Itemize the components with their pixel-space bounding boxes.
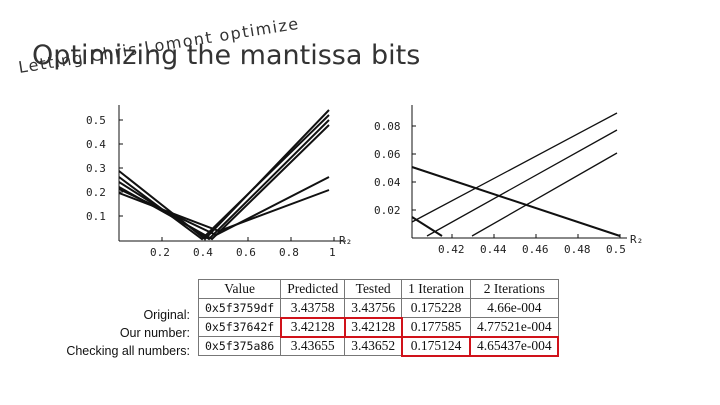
right-plot-y-tick: 0.02 (374, 204, 401, 217)
right-plot-x-tick: 0.44 (480, 243, 507, 256)
left-plot-curve (118, 114, 330, 241)
row-label-our-number: Our number: (119, 326, 190, 340)
table-row: 0x5f3759df 3.43758 3.43756 0.175228 4.66… (197, 298, 559, 318)
left-plot-x-tick: 1 (329, 246, 336, 259)
left-plot-curve (118, 109, 330, 241)
table-cell: 4.66e-004 (469, 298, 559, 318)
table-header-row: Value Predicted Tested 1 Iteration 2 Ite… (197, 279, 559, 299)
left-plot-x-tick: 0.6 (236, 246, 256, 259)
left-plot: 0.1 0.2 0.3 0.4 0.5 0.2 0.4 0.6 0.8 1 R₂ (84, 105, 369, 269)
right-plot-curve (426, 129, 618, 237)
left-plot-x-tick: 0.8 (279, 246, 299, 259)
right-plot-curve (471, 152, 618, 237)
right-plot: 0.02 0.04 0.06 0.08 0.42 0.44 0.46 0.48 … (372, 105, 662, 269)
table-cell-highlighted: 3.42128 (343, 316, 403, 338)
col-header-tested: Tested (344, 279, 403, 299)
right-plot-x-label: R₂ (630, 233, 643, 246)
left-plot-y-tick: 0.1 (86, 210, 106, 223)
right-plot-x-tick: 0.46 (522, 243, 549, 256)
left-plot-y-tick: 0.2 (86, 186, 106, 199)
left-plot-x-tick: 0.2 (150, 246, 170, 259)
right-plot-y-tick: 0.06 (374, 148, 401, 161)
table-cell: 0x5f3759df (197, 298, 282, 318)
right-plot-curve (411, 216, 443, 237)
col-header-value: Value (197, 279, 282, 299)
table-cell: 0.177585 (401, 317, 471, 337)
table-cell: 0.175228 (401, 298, 471, 318)
table-row: 0x5f375a86 3.43655 3.43652 0.175124 4.65… (197, 335, 560, 357)
right-plot-x-tick: 0.42 (438, 243, 465, 256)
right-plot-x-tick: 0.48 (564, 243, 591, 256)
row-labels: Original: Our number: Checking all numbe… (20, 306, 190, 360)
table-cell-highlighted: 0.175124 (400, 335, 472, 357)
results-table: Value Predicted Tested 1 Iteration 2 Ite… (197, 279, 560, 357)
table-cell: 0x5f37642f (197, 317, 282, 337)
col-header-predicted: Predicted (280, 279, 346, 299)
left-plot-y-tick: 0.4 (86, 138, 106, 151)
table-cell-highlighted: 4.65437e-004 (469, 335, 560, 357)
left-plot-x-tick: 0.4 (193, 246, 213, 259)
right-plot-curve (411, 166, 621, 237)
slide-title: Optimizing the mantissa bits (32, 40, 421, 71)
table-cell: 3.43655 (280, 336, 346, 356)
col-header-2-iterations: 2 Iterations (469, 279, 559, 299)
table-cell: 0x5f375a86 (197, 336, 282, 356)
left-plot-x-label: R₂ (339, 234, 352, 247)
table-cell: 3.43756 (344, 298, 403, 318)
table-cell: 3.43758 (280, 298, 346, 318)
table-cell-highlighted: 3.42128 (279, 316, 346, 338)
table-cell: 3.43652 (344, 336, 403, 356)
left-plot-curve (118, 119, 330, 241)
left-plot-y-tick: 0.3 (86, 162, 106, 175)
left-plot-y-tick: 0.5 (86, 114, 106, 127)
col-header-1-iteration: 1 Iteration (401, 279, 471, 299)
right-plot-x-tick: 0.5 (606, 243, 626, 256)
table-row: 0x5f37642f 3.42128 3.42128 0.177585 4.77… (197, 316, 559, 338)
right-plot-y-tick: 0.08 (374, 120, 401, 133)
right-plot-y-tick: 0.04 (374, 176, 401, 189)
row-label-checking-all: Checking all numbers: (66, 344, 190, 358)
right-plot-curve (411, 112, 618, 223)
left-plot-curve (118, 189, 330, 233)
row-label-original: Original: (143, 308, 190, 322)
table-cell: 4.77521e-004 (469, 317, 559, 337)
